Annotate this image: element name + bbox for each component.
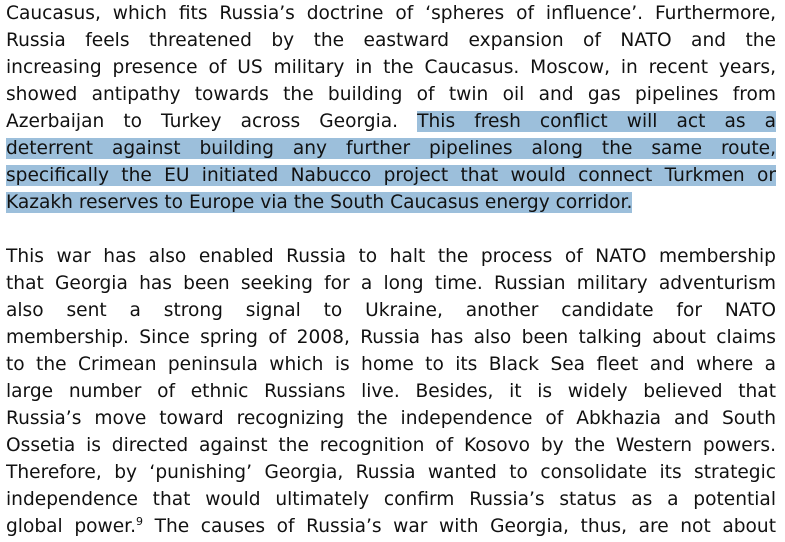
- paragraph-2: This war has also enabled Russia to halt…: [6, 243, 776, 540]
- text-line: that Georgia has been seeking for a long…: [6, 273, 776, 294]
- highlighted-text[interactable]: specifically the EU initiated Nabucco pr…: [6, 165, 776, 186]
- text-line: Ossetia is directed against the recognit…: [6, 435, 776, 456]
- plain-text: The causes of Russia’s war with Georgia,…: [143, 516, 776, 537]
- highlighted-line: Kazakh reserves to Europe via the South …: [6, 189, 776, 216]
- text-line: increasing presence of US military in th…: [6, 57, 776, 78]
- document-body: Caucasus, which fits Russia’s doctrine o…: [6, 0, 776, 540]
- text-line: large number of ethnic Russians live. Be…: [6, 381, 776, 402]
- text-line: to the Crimean peninsula which is home t…: [6, 354, 776, 375]
- highlighted-line: deterrent against building any further p…: [6, 135, 776, 162]
- text-line: also sent a strong signal to Ukraine, an…: [6, 300, 776, 321]
- text-line: Therefore, by ‘punishing’ Georgia, Russi…: [6, 462, 776, 483]
- text-line: membership. Since spring of 2008, Russia…: [6, 327, 776, 348]
- text-line: Russia’s move toward recognizing the ind…: [6, 408, 776, 429]
- text-line: independence that would ultimately confi…: [6, 489, 776, 510]
- highlighted-text[interactable]: Kazakh reserves to Europe via the South …: [6, 192, 633, 213]
- highlighted-text[interactable]: This fresh conflict will act as a: [417, 111, 776, 132]
- text-line: Caucasus, which fits Russia’s doctrine o…: [6, 3, 776, 24]
- text-line-mixed: Azerbaijan to Turkey across Georgia. Thi…: [6, 108, 776, 135]
- plain-text: global power.: [6, 516, 136, 537]
- paragraph-gap: [6, 216, 776, 243]
- text-line: Russia feels threatened by the eastward …: [6, 30, 776, 51]
- highlighted-line: specifically the EU initiated Nabucco pr…: [6, 162, 776, 189]
- paragraph-1: Caucasus, which fits Russia’s doctrine o…: [6, 0, 776, 216]
- footnote-marker[interactable]: 9: [136, 515, 143, 528]
- highlighted-text[interactable]: deterrent against building any further p…: [6, 138, 776, 159]
- text-line: This war has also enabled Russia to halt…: [6, 246, 776, 267]
- text-line-footnote: global power.9 The causes of Russia’s wa…: [6, 513, 776, 540]
- text-line: showed antipathy towards the building of…: [6, 84, 776, 105]
- plain-text: Azerbaijan to Turkey across Georgia.: [6, 111, 418, 132]
